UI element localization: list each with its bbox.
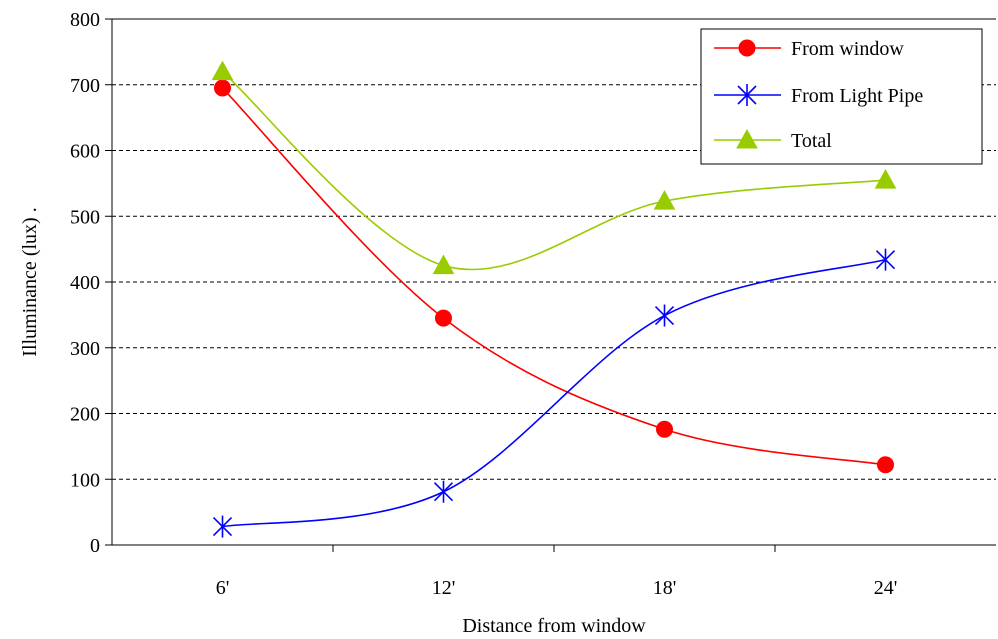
x-tick-label: 24' bbox=[874, 577, 898, 599]
data-point-from-window bbox=[214, 79, 231, 97]
x-tick-label: 12' bbox=[432, 577, 456, 599]
y-tick-label: 700 bbox=[70, 75, 100, 97]
legend-entry-from-light-pipe: From Light Pipe bbox=[714, 84, 923, 107]
x-axis-ticks: 6' 12' 18' 24' bbox=[216, 545, 898, 599]
series-line-from-window bbox=[221, 87, 886, 466]
legend-label-from-light-pipe: From Light Pipe bbox=[791, 85, 923, 107]
series-group bbox=[211, 60, 897, 538]
data-point-from-window bbox=[656, 420, 673, 438]
y-axis-ticks: 0 100 200 300 400 500 600 700 800 bbox=[70, 9, 112, 557]
y-tick-label: 400 bbox=[70, 272, 100, 294]
gridlines bbox=[112, 18, 996, 480]
data-point-from-window bbox=[435, 309, 452, 327]
legend: From window From Light Pipe Total bbox=[700, 28, 983, 165]
data-point-from-light-pipe bbox=[654, 304, 675, 327]
legend-entry-from-window: From window bbox=[714, 38, 904, 60]
series-from-window bbox=[214, 79, 894, 474]
legend-marker-from-window bbox=[738, 39, 756, 57]
legend-entry-total: Total bbox=[714, 128, 832, 152]
series-total bbox=[211, 60, 897, 275]
y-tick-label: 0 bbox=[90, 535, 100, 557]
x-tick-label: 18' bbox=[653, 577, 677, 599]
y-tick-label: 600 bbox=[70, 141, 100, 163]
data-point-from-light-pipe bbox=[433, 480, 454, 503]
y-tick-label: 800 bbox=[70, 9, 100, 31]
data-point-from-window bbox=[877, 456, 894, 474]
data-point-total bbox=[432, 254, 455, 275]
x-tick-label: 6' bbox=[216, 577, 230, 599]
legend-marker-total bbox=[736, 128, 758, 149]
data-point-from-light-pipe bbox=[212, 515, 233, 538]
legend-label-total: Total bbox=[791, 130, 832, 152]
y-tick-label: 300 bbox=[70, 338, 100, 360]
y-axis-label: Illuminance (lux) . bbox=[19, 207, 41, 356]
x-axis-label: Distance from window bbox=[462, 615, 646, 637]
series-line-total bbox=[221, 70, 886, 271]
y-tick-label: 100 bbox=[70, 469, 100, 491]
series-line-from-light-pipe bbox=[222, 258, 886, 528]
y-tick-label: 500 bbox=[70, 206, 100, 228]
data-point-total bbox=[211, 60, 234, 81]
legend-label-from-window: From window bbox=[791, 38, 904, 60]
series-from-light-pipe bbox=[212, 248, 896, 538]
legend-marker-from-light-pipe bbox=[737, 84, 757, 106]
data-point-total bbox=[874, 169, 897, 189]
y-tick-label: 200 bbox=[70, 404, 100, 426]
data-point-from-light-pipe bbox=[875, 248, 896, 271]
data-point-total bbox=[653, 190, 676, 210]
